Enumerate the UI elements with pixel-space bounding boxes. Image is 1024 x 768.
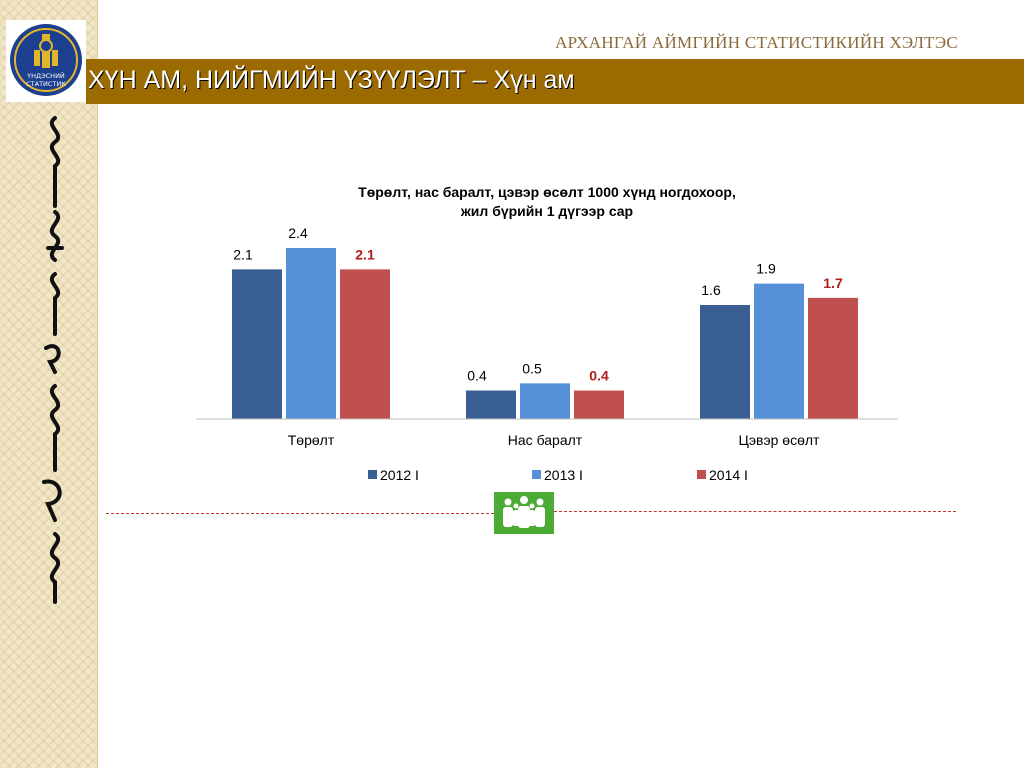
legend-swatch-0 [368,470,377,479]
people-icon [494,492,554,534]
page-title: ХҮН АМ, НИЙГМИЙН ҮЗҮҮЛЭЛТ – Хүн ам [88,66,575,94]
decorative-sidebar: ҮНДЭСНИЙ СТАТИСТИК [0,0,98,768]
organization-name: АРХАНГАЙ АЙМГИЙН СТАТИСТИКИЙН ХЭЛТЭС [555,33,958,52]
legend-label-2: 2014 I [709,467,748,483]
data-label-2-0: 1.6 [701,282,721,298]
logo-text-1: ҮНДЭСНИЙ [26,71,65,80]
logo-text-2: СТАТИСТИК [26,80,66,88]
data-label-1-2: 0.4 [589,368,609,384]
data-label-2-1: 1.9 [756,261,776,277]
header-bar [86,59,1024,104]
x-tick-label-0: Төрөлт [288,432,335,448]
national-statistics-logo: ҮНДЭСНИЙ СТАТИСТИК [6,20,86,102]
x-tick-label-1: Нас баралт [508,432,583,448]
mongolian-script-decoration [42,116,64,604]
data-label-1-1: 0.5 [522,360,542,376]
bar-1-2 [574,390,624,419]
bar-2-2 [808,297,858,419]
legend-label-0: 2012 I [380,467,419,483]
bar-1-0 [466,390,516,419]
bar-2-1 [754,283,804,419]
bar-0-0 [232,269,282,419]
chart-title-line-2: жил бүрийн 1 дүгээр сар [460,203,633,219]
data-label-0-2: 2.1 [355,246,375,262]
legend-swatch-2 [697,470,706,479]
data-label-0-1: 2.4 [288,225,308,241]
bar-0-1 [286,248,336,419]
data-label-1-0: 0.4 [467,368,487,384]
chart-title-line-1: Төрөлт, нас баралт, цэвэр өсөлт 1000 хүн… [358,184,736,200]
bar-1-1 [520,383,570,419]
divider-line-right [554,511,956,512]
data-label-2-2: 1.7 [823,275,843,291]
x-tick-label-2: Цэвэр өсөлт [739,432,820,448]
data-label-0-0: 2.1 [233,246,253,262]
bar-2-0 [700,305,750,419]
legend-label-1: 2013 I [544,467,583,483]
legend-swatch-1 [532,470,541,479]
divider-line-left [106,513,494,514]
bar-0-2 [340,269,390,419]
